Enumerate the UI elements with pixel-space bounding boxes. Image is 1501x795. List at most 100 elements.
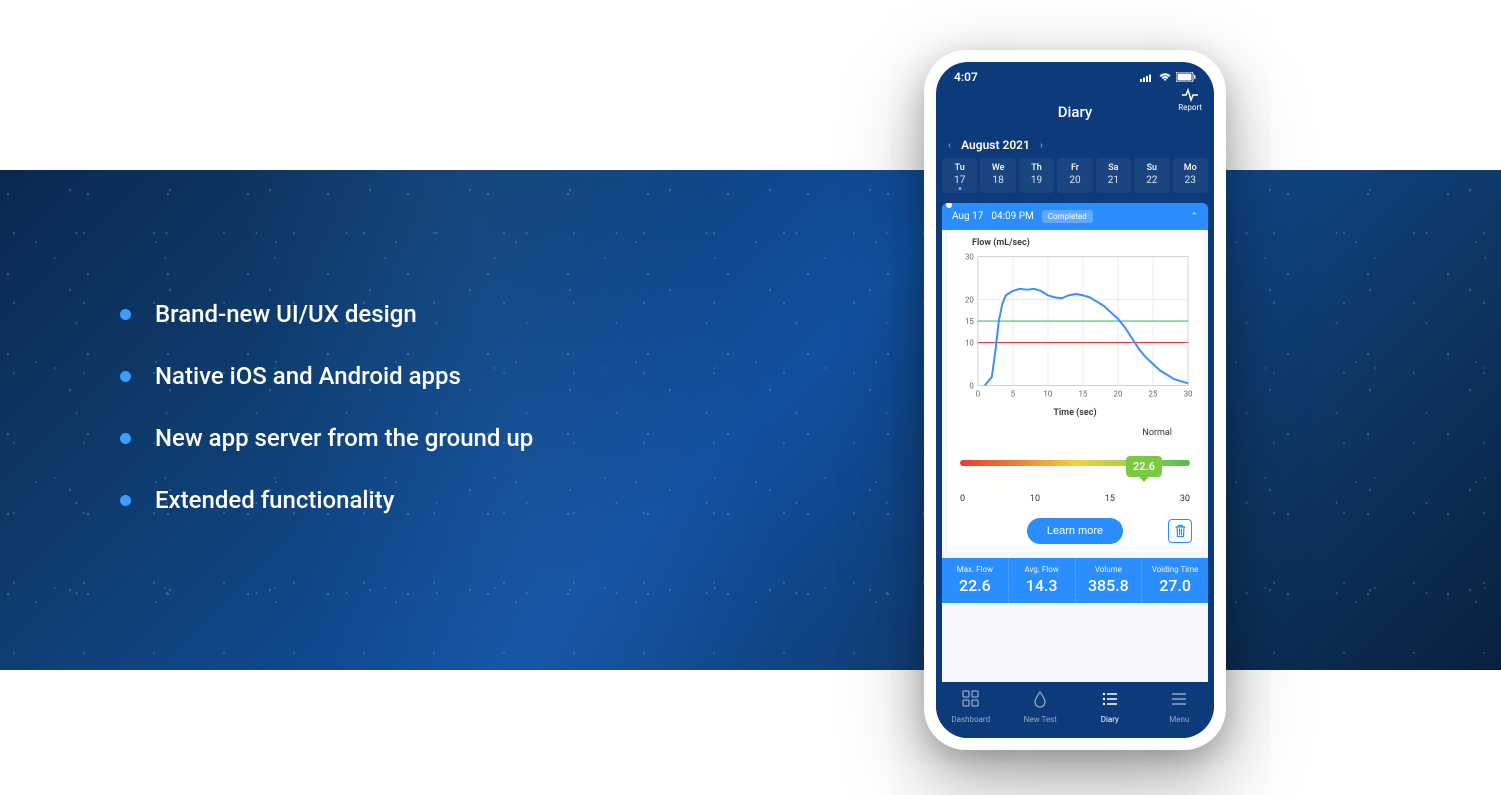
entry-time: 04:09 PM (991, 211, 1033, 222)
phone-screen: 4:07 Diary Report ‹ August 2021 › Tu 17We… (936, 62, 1214, 738)
svg-text:20: 20 (1114, 389, 1123, 398)
grid-icon (962, 690, 980, 712)
day-cell[interactable]: Tu 17 (942, 158, 977, 193)
day-of-week: Fr (1057, 163, 1092, 173)
signal-icon (1140, 73, 1154, 82)
status-time: 4:07 (954, 70, 978, 84)
stat-label: Max. Flow (942, 565, 1008, 574)
learn-more-button[interactable]: Learn more (1027, 518, 1123, 544)
day-cell[interactable]: Su 22 (1134, 158, 1169, 193)
status-bar: 4:07 (936, 62, 1214, 92)
day-number: 22 (1134, 175, 1169, 186)
day-strip: Tu 17We 18 Th 19Fr 20 Sa 21Su 22 Mo 23 (936, 158, 1214, 199)
range-tick: 10 (1030, 494, 1040, 504)
list-icon (1101, 690, 1119, 712)
stat-cell: Max. Flow 22.6 (942, 558, 1009, 603)
day-number: 17 (942, 175, 977, 186)
stat-cell: Voiding Time 27.0 (1142, 558, 1208, 603)
feature-list: Brand-new UI/UX design Native iOS and An… (120, 300, 533, 548)
entry-date: Aug 17 (952, 211, 983, 222)
status-icons (1140, 72, 1196, 82)
svg-text:5: 5 (1011, 389, 1016, 398)
stat-label: Volume (1076, 565, 1142, 574)
day-of-week: Sa (1096, 163, 1131, 173)
svg-text:15: 15 (965, 317, 974, 326)
tab-new-test[interactable]: New Test (1006, 690, 1076, 724)
stat-value: 14.3 (1009, 576, 1075, 595)
battery-icon (1176, 72, 1196, 82)
stat-label: Avg. Flow (1009, 565, 1075, 574)
month-selector: ‹ August 2021 › (936, 132, 1214, 158)
menu-icon (1170, 690, 1188, 712)
range-value-bubble: 22.6 (1126, 456, 1162, 477)
flow-chart: 010152030051015202530 (956, 252, 1194, 402)
day-cell[interactable]: We 18 (980, 158, 1015, 193)
entry-body: Flow (mL/sec) 010152030051015202530 Time… (948, 230, 1202, 552)
page-title: Diary (1058, 103, 1092, 121)
prev-month-button[interactable]: ‹ (948, 140, 951, 151)
day-of-week: Tu (942, 163, 977, 173)
stats-row: Max. Flow 22.6Avg. Flow 14.3Volume 385.8Voi… (942, 558, 1208, 603)
feature-item: New app server from the ground up (120, 424, 533, 452)
stat-cell: Avg. Flow 14.3 (1009, 558, 1076, 603)
month-label: August 2021 (961, 138, 1030, 152)
day-cell[interactable]: Th 19 (1019, 158, 1054, 193)
feature-item: Brand-new UI/UX design (120, 300, 533, 328)
range-tick: 15 (1105, 494, 1115, 504)
day-number: 21 (1096, 175, 1131, 186)
svg-text:0: 0 (969, 381, 973, 390)
range-tick: 0 (960, 494, 965, 504)
stat-value: 27.0 (1142, 576, 1208, 595)
feature-item: Extended functionality (120, 486, 533, 514)
svg-text:10: 10 (965, 339, 974, 348)
day-number: 19 (1019, 175, 1054, 186)
tab-label: Dashboard (951, 715, 990, 724)
report-icon (1181, 88, 1199, 102)
tab-menu[interactable]: Menu (1145, 690, 1215, 724)
day-of-week: Th (1019, 163, 1054, 173)
chart-y-title: Flow (mL/sec) (972, 238, 1194, 248)
report-label: Report (1178, 103, 1202, 112)
range-tick: 30 (1180, 494, 1190, 504)
report-button[interactable]: Report (1178, 88, 1202, 112)
delete-button[interactable] (1168, 519, 1192, 543)
trash-icon (1174, 524, 1187, 538)
day-of-week: We (980, 163, 1015, 173)
drop-icon (1031, 690, 1049, 712)
range-ticks: 0 10 15 30 (960, 494, 1190, 504)
range-indicator: Normal 22.6 0 10 15 30 (956, 428, 1194, 504)
svg-text:30: 30 (965, 253, 974, 262)
svg-text:20: 20 (965, 296, 974, 305)
collapse-icon[interactable]: ⌃ (1190, 212, 1198, 222)
entry-status-badge: Completed (1042, 210, 1093, 223)
stat-value: 22.6 (942, 576, 1008, 595)
day-cell[interactable]: Fr 20 (1057, 158, 1092, 193)
svg-text:0: 0 (976, 389, 980, 398)
next-month-button[interactable]: › (1040, 140, 1043, 151)
tab-bar: Dashboard New Test Diary Menu (936, 682, 1214, 738)
tab-label: Menu (1169, 715, 1189, 724)
day-cell[interactable]: Mo 23 (1173, 158, 1208, 193)
tab-label: New Test (1024, 715, 1057, 724)
svg-text:10: 10 (1043, 389, 1052, 398)
range-label: Normal (960, 428, 1190, 438)
tab-label: Diary (1101, 715, 1119, 724)
day-number: 20 (1057, 175, 1092, 186)
tab-diary[interactable]: Diary (1075, 690, 1145, 724)
stat-value: 385.8 (1076, 576, 1142, 595)
day-cell[interactable]: Sa 21 (1096, 158, 1131, 193)
topbar: Diary Report (936, 92, 1214, 132)
svg-text:30: 30 (1184, 389, 1193, 398)
phone-mockup: 4:07 Diary Report ‹ August 2021 › Tu 17We… (924, 50, 1226, 750)
day-number: 23 (1173, 175, 1208, 186)
tab-dashboard[interactable]: Dashboard (936, 690, 1006, 724)
chart-x-title: Time (sec) (956, 408, 1194, 418)
content-pane: Aug 17 04:09 PM Completed ⌃ Flow (mL/sec… (942, 203, 1208, 682)
stat-label: Voiding Time (1142, 565, 1208, 574)
day-of-week: Mo (1173, 163, 1208, 173)
entry-header[interactable]: Aug 17 04:09 PM Completed ⌃ (942, 203, 1208, 230)
day-of-week: Su (1134, 163, 1169, 173)
stat-cell: Volume 385.8 (1076, 558, 1143, 603)
day-number: 18 (980, 175, 1015, 186)
day-indicator-dot (958, 187, 961, 190)
